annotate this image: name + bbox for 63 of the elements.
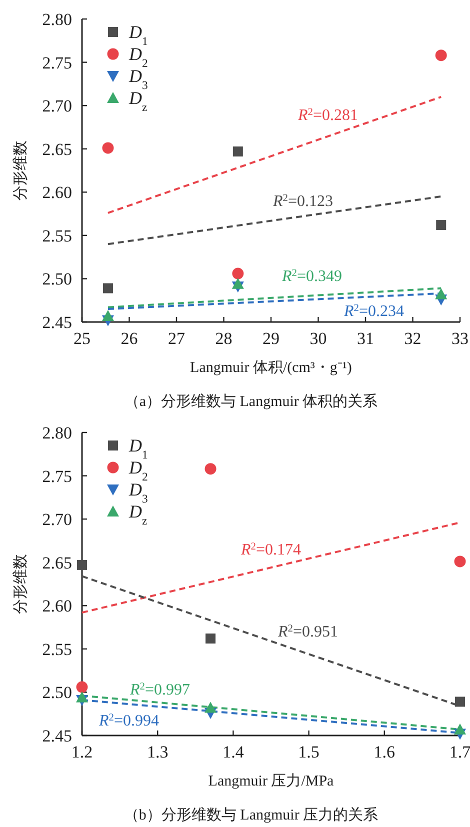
x-tick-label: 30 (310, 329, 327, 348)
x-tick-label: 29 (262, 329, 280, 348)
y-tick-label: 2.50 (42, 270, 72, 289)
x-axis-title: Langmuir 体积/(cm³・g⁻¹) (190, 359, 352, 376)
x-tick-label: 33 (452, 329, 468, 348)
point (232, 268, 244, 280)
x-tick-label: 1.7 (449, 742, 470, 762)
y-tick-label: 2.55 (42, 640, 72, 659)
x-tick-label: 1.6 (374, 742, 396, 762)
point (435, 50, 447, 62)
annotation: R$^{2}$=0.174 (240, 541, 302, 558)
x-tick-label: 1.2 (71, 742, 93, 762)
x-tick-label: 25 (74, 329, 90, 348)
point (455, 696, 465, 707)
point (76, 691, 88, 702)
x-tick-label: 31 (357, 329, 374, 348)
point (102, 142, 114, 154)
y-tick-label: 2.65 (42, 140, 72, 159)
text: （b）分形维数与 Langmuir 压力的关系 (124, 806, 378, 824)
annotation: R$^{2}$=0.123 (272, 192, 334, 210)
x-tick-label: 1.3 (146, 742, 168, 762)
point (204, 702, 217, 713)
y-tick-label: 2.45 (42, 313, 72, 332)
point (102, 310, 114, 321)
y-tick-label: 2.75 (42, 53, 72, 72)
x-tick-label: 32 (404, 329, 422, 348)
point (454, 723, 466, 734)
point (204, 463, 216, 475)
x-tick-label: 26 (120, 329, 138, 348)
x-axis-title: Langmuir 压力/MPa (208, 772, 334, 790)
point (76, 681, 88, 693)
annotation: R$^{2}$=0.281 (296, 106, 358, 124)
y-tick-label: 2.60 (42, 183, 72, 202)
text: （a）分形维数与 Langmuir 体积的关系 (124, 393, 378, 410)
y-axis-title: 分形维数 (12, 554, 29, 614)
y-tick-label: 2.75 (42, 466, 72, 486)
annotation: R$^{2}$=0.349 (280, 268, 342, 285)
point (232, 278, 244, 289)
point (435, 288, 448, 300)
y-tick-label: 2.50 (42, 683, 72, 702)
y-tick-label: 2.80 (42, 10, 72, 29)
x-tick-label: 1.4 (222, 742, 244, 762)
point (454, 556, 466, 568)
y-tick-label: 2.45 (42, 726, 72, 746)
point (77, 560, 87, 570)
y-tick-label: 2.60 (42, 596, 72, 616)
y-tick-label: 2.80 (42, 424, 72, 442)
annotation: R$^{2}$=0.951 (276, 623, 338, 640)
y-tick-label: 2.70 (42, 96, 72, 116)
y-axis-title: 分形维数 (12, 140, 29, 200)
annotation: R$^{2}$=0.994 (98, 712, 160, 730)
annotation: R$^{2}$=0.234 (342, 302, 404, 320)
point (232, 146, 243, 156)
y-tick-label: 2.55 (42, 226, 72, 246)
x-tick-label: 28 (215, 329, 232, 348)
x-tick-label: 27 (168, 329, 186, 348)
point (436, 220, 446, 230)
annotation: R$^{2}$=0.997 (128, 681, 190, 698)
point (206, 634, 216, 644)
y-tick-label: 2.65 (42, 553, 72, 572)
x-tick-label: 1.5 (298, 742, 320, 762)
y-tick-label: 2.70 (42, 510, 72, 530)
point (102, 283, 113, 294)
